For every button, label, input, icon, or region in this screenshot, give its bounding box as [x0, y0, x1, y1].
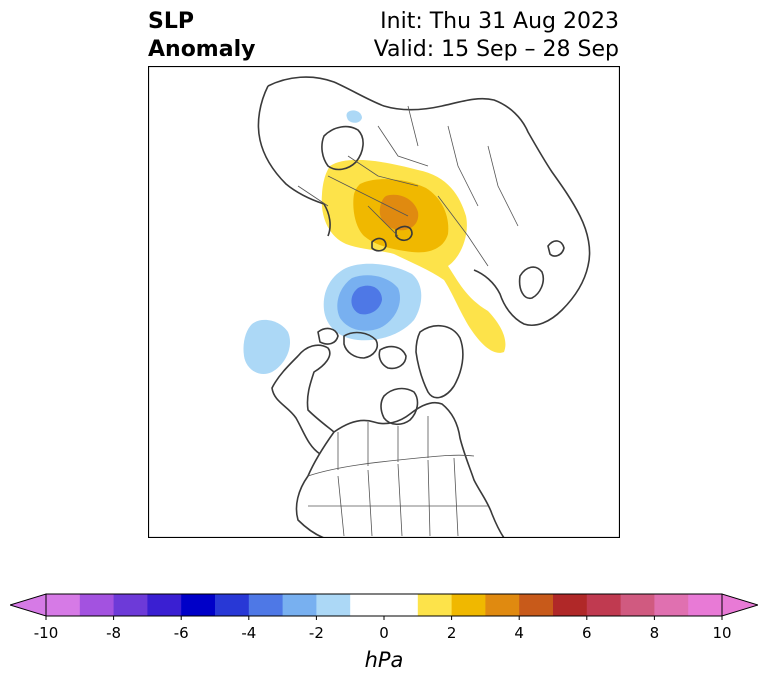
eurasia-country-borders: [297, 105, 519, 267]
eurasia-coast: [257, 76, 591, 326]
title-line-slp: SLP: [148, 9, 194, 34]
forecast-dates: Init: Thu 31 Aug 2023 Valid: 15 Sep – 28…: [374, 8, 619, 64]
colorbar-bin: [384, 594, 419, 616]
positive-anomaly-core: [379, 194, 419, 231]
valid-range: Valid: 15 Sep – 28 Sep: [373, 37, 619, 62]
coastlines: [257, 76, 591, 538]
colorbar-tick-label: -10: [33, 624, 59, 642]
arctic-archipelago-coast: [371, 225, 413, 252]
colorbar-extend-low: [8, 593, 47, 617]
north-america-coast: [271, 344, 505, 538]
colorbar: [8, 588, 760, 624]
colorbar-bin: [215, 594, 250, 616]
colorbar-unit-label: hPa: [364, 648, 404, 672]
colorbar-bin: [316, 594, 351, 616]
hudson-bay-coast: [380, 387, 419, 426]
init-date: Init: Thu 31 Aug 2023: [380, 9, 619, 34]
colorbar-bin: [46, 594, 81, 616]
us-state-borders: [308, 457, 488, 537]
east-asia-coast: [518, 240, 565, 300]
map-canvas: [147, 65, 621, 539]
colorbar-graphic: [8, 593, 760, 620]
negative-anomaly-europe: [346, 110, 362, 123]
us-canada-border: [307, 454, 475, 477]
colorbar-bin: [485, 594, 520, 616]
scandinavia-coast: [321, 125, 364, 171]
colorbar-bin: [519, 594, 554, 616]
negative-anomaly-core: [351, 285, 382, 315]
colorbar-bin: [181, 594, 216, 616]
map-panel: [147, 65, 621, 539]
anomaly-shading: [243, 110, 506, 375]
colorbar-tick-label: -4: [241, 624, 257, 642]
arctic-islands-coast: [317, 327, 407, 370]
colorbar-bin: [654, 594, 689, 616]
colorbar-bin: [248, 594, 284, 616]
greenland-coast: [415, 325, 464, 399]
colorbar-bin: [688, 594, 723, 616]
colorbar-tick-label: 2: [446, 624, 457, 642]
colorbar-bin: [350, 594, 385, 616]
colorbar-bin: [586, 594, 622, 616]
canada-province-borders: [337, 416, 429, 470]
colorbar-tick-label: 0: [379, 624, 389, 642]
colorbar-tick-label: 4: [514, 624, 524, 642]
colorbar-bin: [620, 594, 655, 616]
political-borders: [297, 105, 519, 537]
map-title: SLP Anomaly: [148, 8, 255, 64]
colorbar-extend-high: [721, 593, 760, 617]
colorbar-bin: [79, 594, 115, 616]
colorbar-bin: [147, 594, 182, 616]
negative-anomaly-alaska: [243, 319, 291, 375]
colorbar-bin: [553, 594, 588, 616]
colorbar-bin: [417, 594, 453, 616]
map-border: [147, 65, 621, 539]
colorbar-tick-label: 6: [582, 624, 592, 642]
colorbar-bin: [282, 594, 317, 616]
colorbar-bin: [113, 594, 148, 616]
colorbar-tick-label: -8: [106, 624, 122, 642]
colorbar-tick-label: 8: [649, 624, 660, 642]
colorbar-tick-label: 10: [712, 624, 732, 642]
title-line-anomaly: Anomaly: [148, 37, 256, 62]
colorbar-tick-label: -6: [173, 624, 189, 642]
colorbar-tick-label: -2: [308, 624, 324, 642]
colorbar-bin: [451, 594, 486, 616]
